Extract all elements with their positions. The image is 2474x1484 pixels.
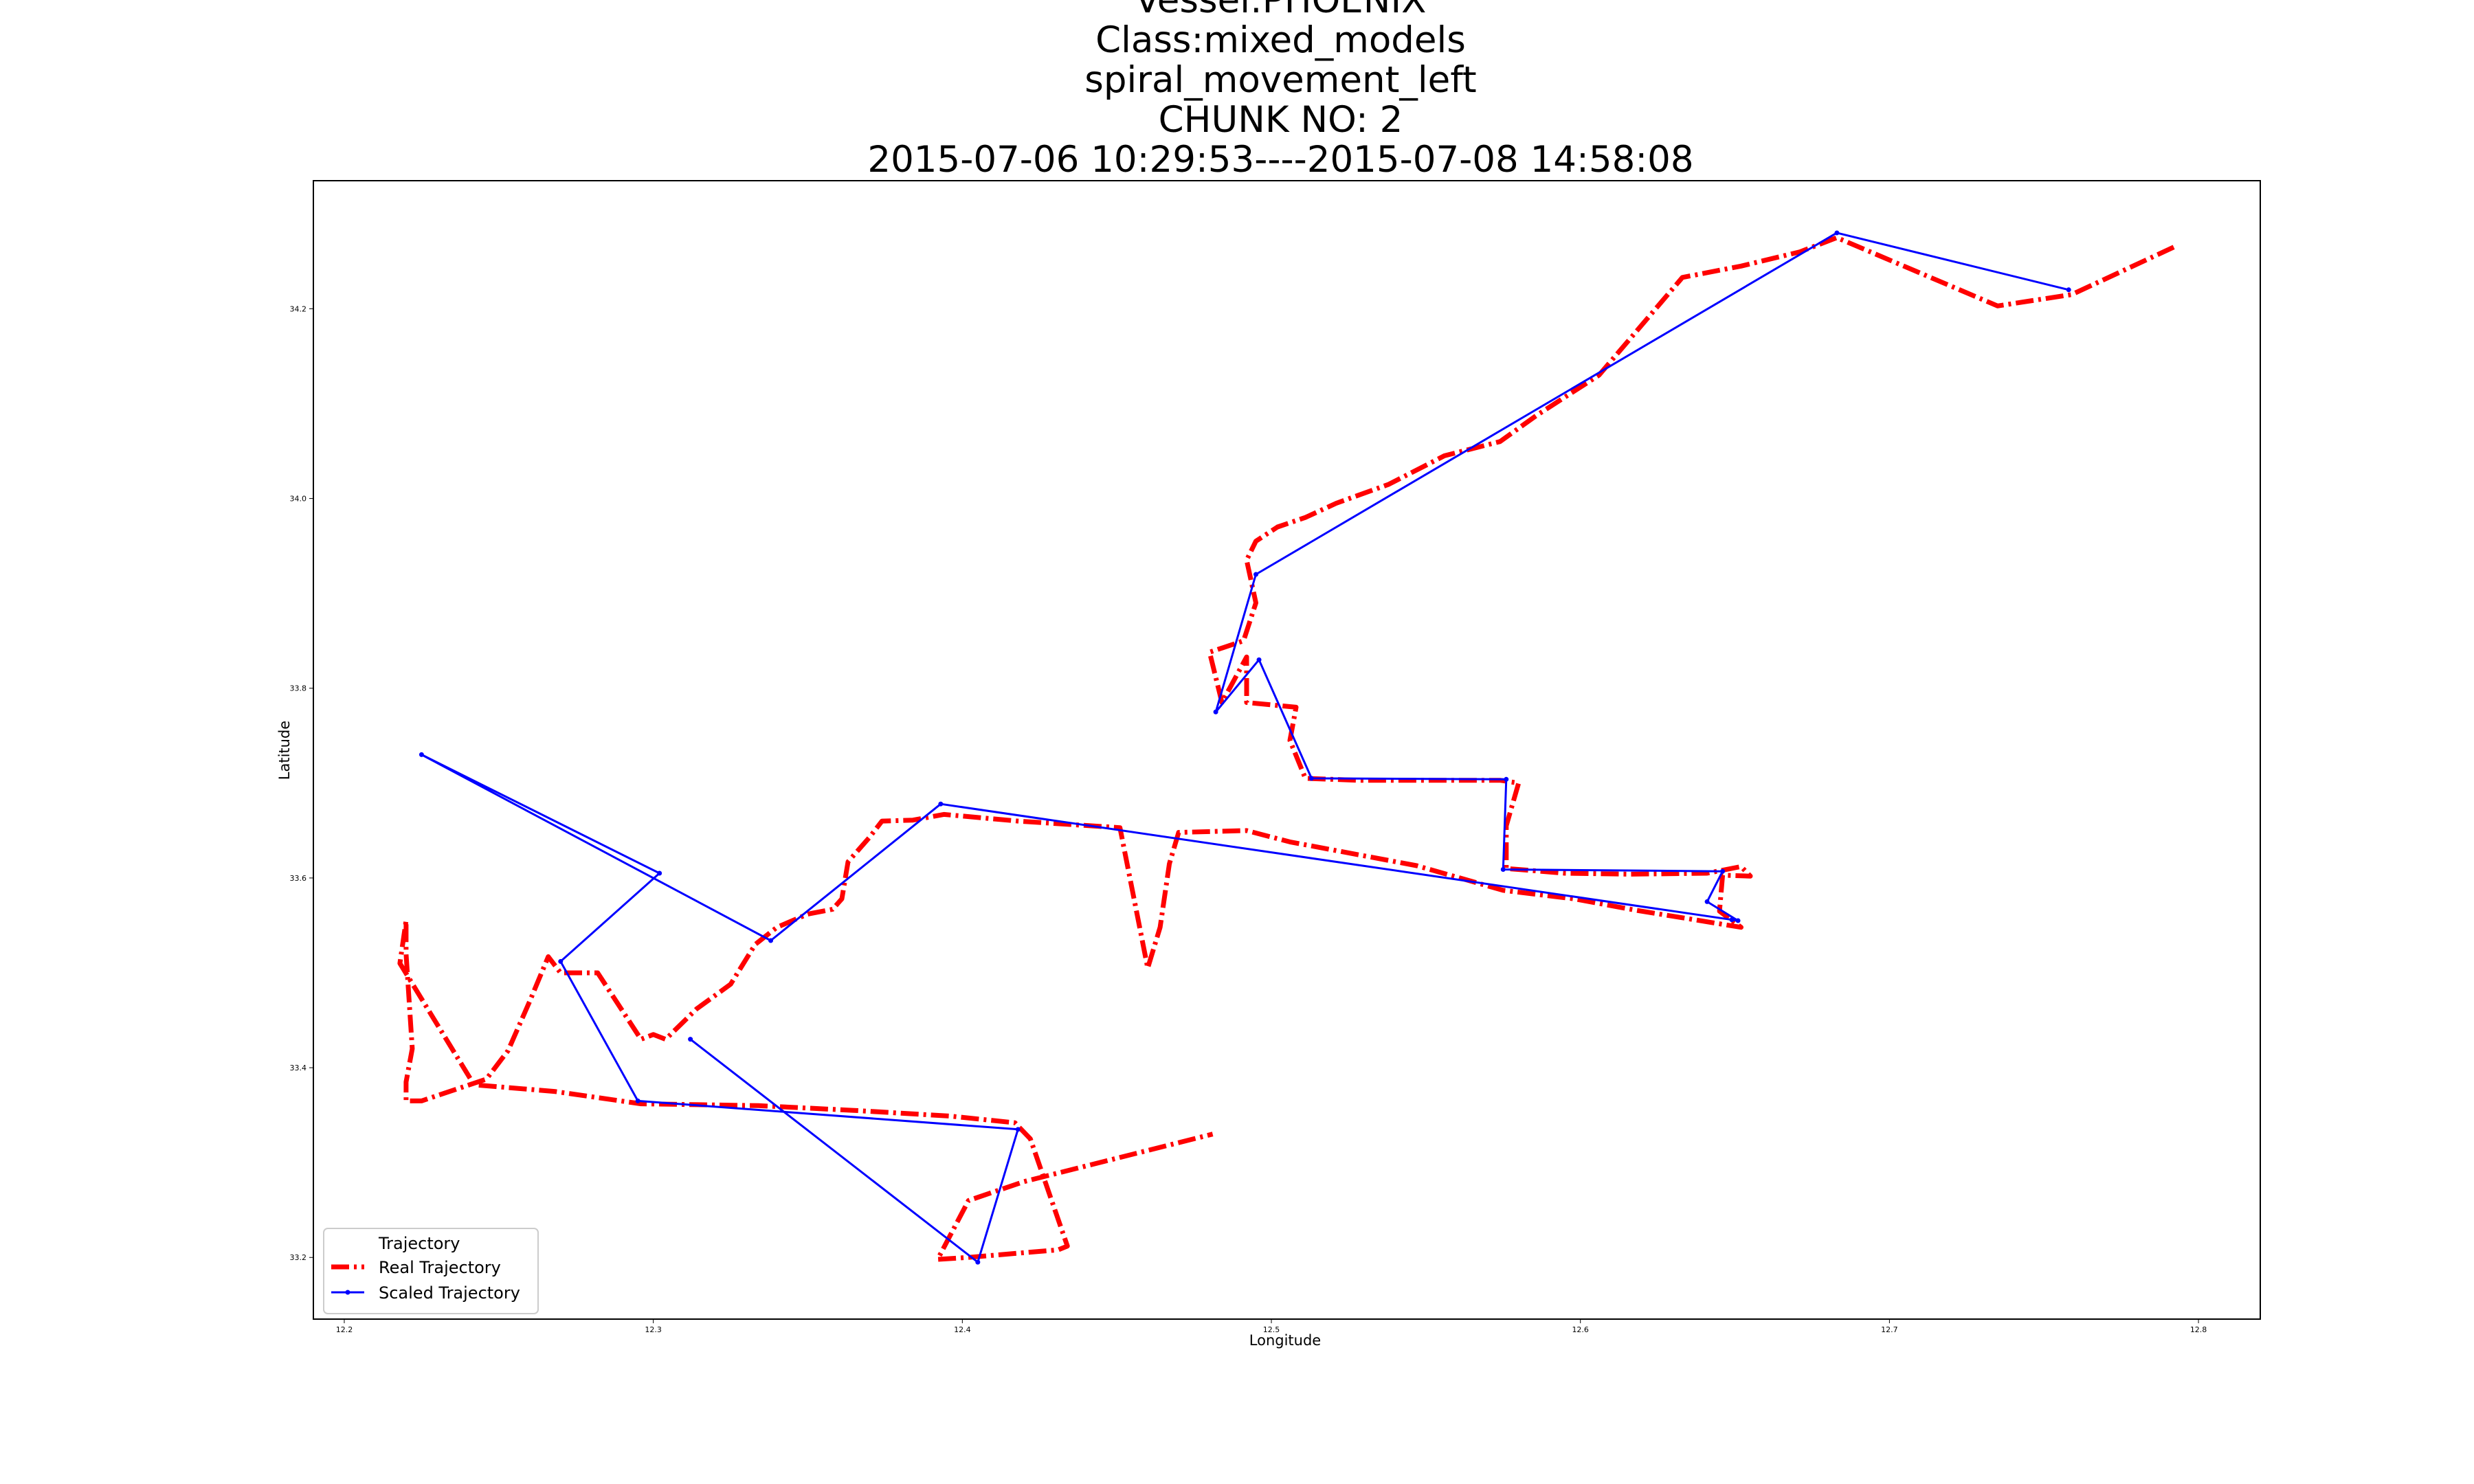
- legend-scaled-label: Scaled Trajectory: [379, 1283, 520, 1303]
- x-tick-label: 12.3: [645, 1325, 662, 1334]
- x-tick-label: 12.6: [1572, 1325, 1589, 1334]
- legend-box: [323, 1228, 539, 1314]
- scaled-trajectory-point: [1504, 776, 1509, 782]
- scaled-trajectory-point: [768, 938, 774, 943]
- scaled-trajectory-point: [1834, 230, 1840, 236]
- scaled-trajectory-point: [688, 1037, 693, 1042]
- scaled-trajectory-point: [1015, 1127, 1021, 1132]
- y-tick-label: 33.2: [290, 1253, 307, 1262]
- chart-title: Vessel:PHOENIX Class:mixed_models spiral…: [0, 0, 2474, 180]
- scaled-trajectory-point: [558, 958, 564, 964]
- scaled-trajectory-point: [1253, 572, 1259, 577]
- scaled-trajectory-point: [1720, 868, 1726, 874]
- title-movement: spiral_movement_left: [1084, 59, 1477, 101]
- legend-scaled-marker: [345, 1290, 350, 1295]
- scaled-trajectory-point: [419, 752, 424, 757]
- y-tick-label: 33.4: [290, 1064, 307, 1072]
- title-vessel: Vessel:PHOENIX: [1135, 0, 1427, 21]
- scaled-trajectory-point: [1256, 657, 1262, 662]
- x-axis-label: Longitude: [1249, 1332, 1321, 1349]
- scaled-trajectory-line: [420, 232, 2069, 1263]
- y-tick-label: 33.6: [290, 874, 307, 883]
- x-tick-label: 12.7: [1881, 1325, 1898, 1334]
- title-chunk: CHUNK NO: 2: [1158, 99, 1403, 141]
- legend: Trajectory Real Trajectory Scaled Trajec…: [323, 1228, 539, 1314]
- x-axis: 12.2 12.3 12.4 12.5 12.6 12.7 12.8: [336, 1319, 2207, 1334]
- scaled-trajectory-point: [938, 801, 944, 807]
- scaled-trajectory-point: [1213, 709, 1218, 715]
- scaled-trajectory-point: [2066, 287, 2071, 293]
- scaled-trajectory-point: [1308, 776, 1314, 781]
- scaled-trajectory-point: [1500, 866, 1506, 872]
- y-tick-label: 33.8: [290, 684, 307, 693]
- legend-title: Trajectory: [378, 1234, 460, 1253]
- x-tick-label: 12.8: [2190, 1325, 2207, 1334]
- plot-frame: [313, 180, 2261, 1320]
- series-layer: [397, 230, 2175, 1265]
- scaled-trajectory-point: [1735, 918, 1741, 923]
- scaled-trajectory-point: [1729, 917, 1735, 923]
- scaled-trajectory-point: [1704, 899, 1710, 904]
- y-axis: 33.2 33.4 33.6 33.8 34.0 34.2: [290, 304, 313, 1262]
- scaled-trajectory-point: [975, 1259, 981, 1265]
- title-time-range: 2015-07-06 10:29:53----2015-07-08 14:58:…: [867, 139, 1694, 181]
- scaled-trajectory-point: [657, 870, 662, 876]
- y-axis-label: Latitude: [276, 721, 293, 780]
- x-tick-label: 12.5: [1263, 1325, 1280, 1334]
- y-tick-label: 34.2: [290, 304, 307, 313]
- scaled-trajectory-point: [635, 1098, 640, 1103]
- real-trajectory-line: [397, 235, 2175, 1262]
- legend-real-label: Real Trajectory: [379, 1258, 501, 1277]
- x-tick-label: 12.4: [954, 1325, 971, 1334]
- x-tick-label: 12.2: [336, 1325, 353, 1334]
- title-class: Class:mixed_models: [1095, 19, 1466, 61]
- y-tick-label: 34.0: [290, 495, 307, 504]
